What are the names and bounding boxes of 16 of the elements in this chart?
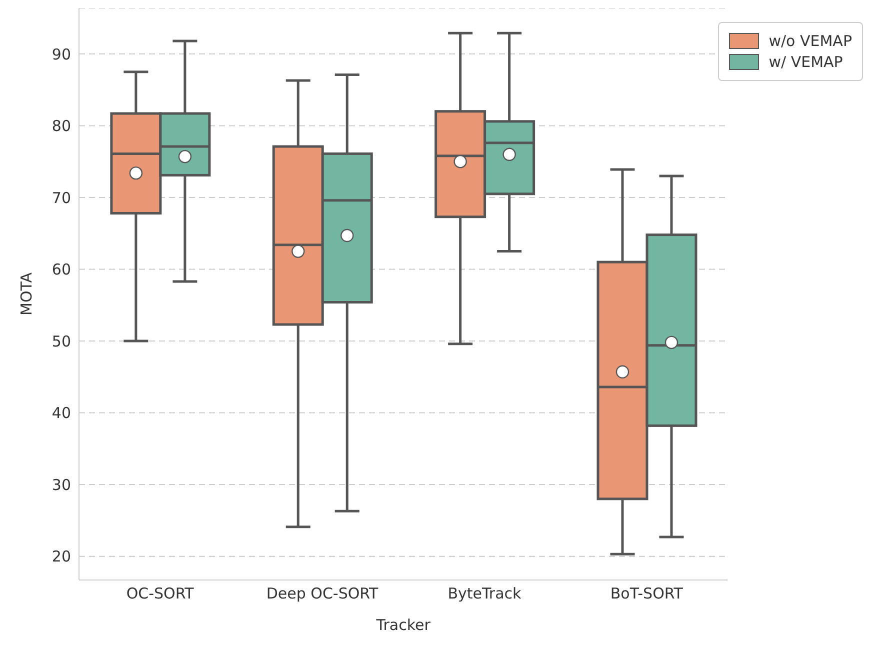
y-tick-label: 60 [52, 260, 71, 279]
y-tick-label: 70 [52, 188, 71, 207]
x-tick-label: OC-SORT [126, 584, 195, 603]
y-tick-label: 50 [52, 332, 71, 350]
x-tick-label: ByteTrack [448, 584, 522, 603]
y-tick-label: 20 [52, 548, 71, 566]
y-axis-title: MOTA [17, 272, 36, 316]
x-tick-label: BoT-SORT [610, 584, 684, 603]
y-tick-label: 30 [52, 476, 71, 494]
legend-label: w/ VEMAP [768, 53, 843, 71]
legend-label: w/o VEMAP [768, 32, 852, 50]
y-tick-label: 80 [52, 117, 71, 136]
y-tick-label: 40 [52, 404, 71, 422]
x-axis-title: Tracker [375, 616, 432, 634]
x-tick-label: Deep OC-SORT [266, 584, 380, 603]
y-tick-label: 90 [52, 45, 71, 64]
